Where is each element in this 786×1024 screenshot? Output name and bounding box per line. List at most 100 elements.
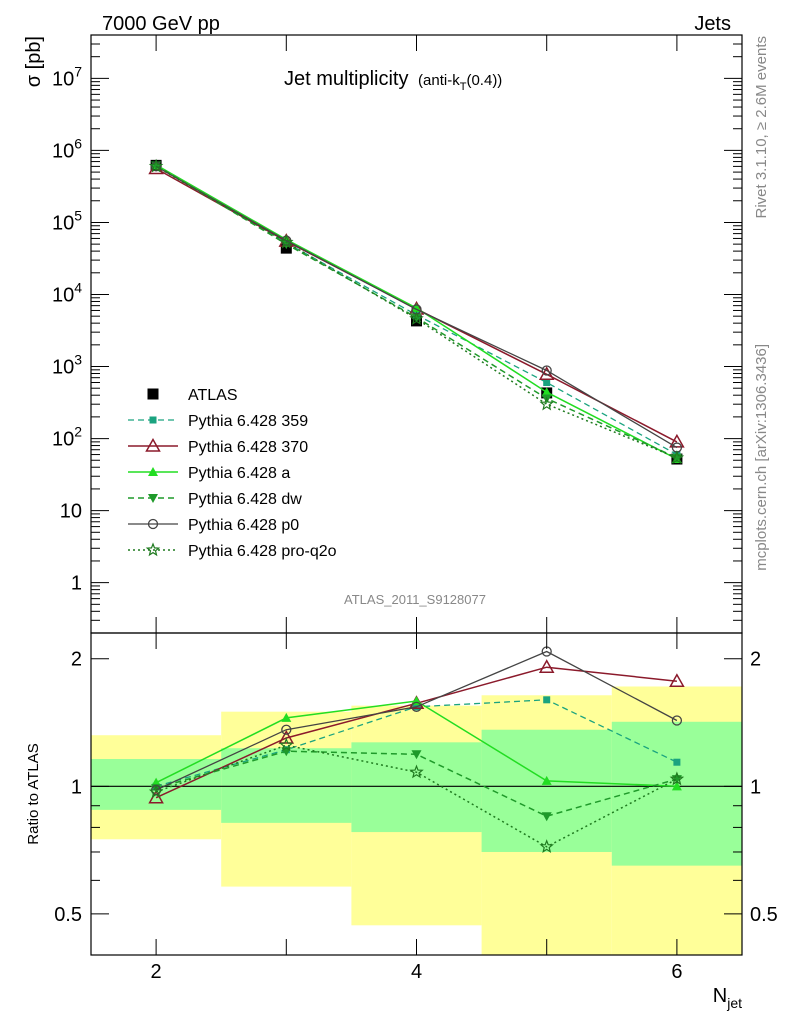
- y-tick-label: 10: [60, 501, 82, 523]
- legend-marker-pq2o: [145, 542, 161, 557]
- line-pp0: [155, 165, 678, 449]
- y-tick-base: 10: [52, 357, 74, 379]
- ratio-y-tick-label-left: 1: [71, 776, 82, 798]
- x-axis-title-main: N: [713, 985, 727, 1007]
- legend-marker-atlas: [147, 388, 159, 400]
- legend-marker-p370: [145, 437, 161, 452]
- x-tick-label: 6: [671, 961, 682, 983]
- point-pdw-2: [151, 161, 162, 171]
- y-tick-exponent: 2: [74, 424, 82, 440]
- ratio-point-pp0-6: [671, 715, 683, 726]
- point-p359-5: [543, 379, 551, 387]
- y-tick-label: 106: [52, 135, 82, 162]
- legend-marker-pa: [148, 467, 158, 476]
- y-tick-label: 104: [52, 279, 82, 306]
- ratio-point-pa-6: [671, 781, 682, 791]
- ratio-axis-title: Ratio to ATLAS: [25, 743, 42, 844]
- point-pq2o-3: [279, 234, 294, 249]
- plot-title: Jet multiplicity (anti-kT(0.4)): [284, 68, 502, 93]
- y-tick-exponent: 4: [74, 279, 82, 295]
- legend-entry-p370: Pythia 6.428 370: [128, 437, 308, 456]
- cross-section-series: [148, 158, 685, 465]
- ratio-point-pq2o-3: [279, 737, 294, 752]
- y-tick-label: 1: [71, 573, 82, 595]
- ratio-y-tick-label-right: 0.5: [750, 904, 778, 926]
- legend-entry-pp0: Pythia 6.428 p0: [128, 517, 299, 534]
- ratio-point-pq2o-5: [539, 839, 554, 854]
- legend-marker-pp0: [147, 518, 159, 530]
- y-tick-base: 10: [52, 284, 74, 306]
- ratio-point-pdw-4: [411, 750, 422, 760]
- jets-label: Jets: [694, 13, 731, 35]
- mcplots-info: mcplots.cern.ch [arXiv:1306.3436]: [753, 344, 770, 571]
- legend-label-atlas: ATLAS: [188, 387, 238, 404]
- ratio-point-pa-5: [541, 775, 552, 785]
- legend-label-p359: Pythia 6.428 359: [188, 413, 308, 430]
- ratio-point-p359-6: [673, 758, 681, 766]
- plot-title-sub-post: (0.4)): [466, 72, 502, 89]
- ratio-y-tick-label-right: 1: [750, 776, 761, 798]
- point-pa-4: [411, 302, 422, 312]
- point-pq2o-6: [669, 450, 685, 465]
- line-pq2o: [155, 165, 678, 459]
- legend-marker-pdw: [148, 494, 158, 503]
- ratio-point-pq2o-2: [148, 784, 164, 799]
- ratio-point-pdw-5: [541, 812, 552, 822]
- legend-label-p370: Pythia 6.428 370: [188, 439, 308, 456]
- y-tick-label: 107: [52, 63, 82, 90]
- inner-band-bin-5: [611, 721, 742, 866]
- legend-label-pq2o: Pythia 6.428 pro-q2o: [188, 543, 337, 560]
- energy-label: 7000 GeV pp: [102, 13, 220, 35]
- y-tick-exponent: 5: [74, 207, 82, 223]
- ratio-line-pp0: [155, 650, 678, 791]
- ratio-point-p370-3: [278, 730, 295, 744]
- ratio-point-p370-6: [669, 673, 685, 687]
- legend-label-pp0: Pythia 6.428 p0: [188, 517, 299, 534]
- point-pq2o-5: [539, 396, 554, 411]
- plot-title-sub-index: T: [460, 81, 467, 93]
- inner-band-bin-2: [221, 748, 352, 823]
- y-tick-base: 10: [52, 212, 74, 234]
- rivet-info: Rivet 3.1.10, ≥ 2.6M events: [753, 36, 770, 219]
- ratio-y-tick-label-left: 0.5: [54, 904, 82, 926]
- inner-band-bin-4: [481, 729, 612, 852]
- analysis-watermark: ATLAS_2011_S9128077: [344, 592, 486, 607]
- point-pq2o-4: [409, 311, 424, 325]
- ratio-point-pp0-3: [281, 724, 292, 735]
- y-axis-title: σ [pb]: [23, 36, 45, 87]
- ratio-y-tick-label-left: 2: [71, 649, 82, 671]
- ratio-point-pq2o-4: [409, 764, 424, 779]
- x-axis-title: Njet: [713, 985, 742, 1011]
- ratio-point-pp0-4: [411, 701, 422, 712]
- ratio-y-tick-label-right: 2: [750, 649, 761, 671]
- y-tick-exponent: 6: [74, 135, 82, 151]
- legend-label-pa: Pythia 6.428 a: [188, 465, 290, 482]
- legend-entry-pq2o: Pythia 6.428 pro-q2o: [128, 542, 337, 560]
- point-pa-5: [541, 387, 552, 397]
- legend-label-pdw: Pythia 6.428 dw: [188, 491, 302, 508]
- plot-title-main: Jet multiplicity: [284, 68, 408, 90]
- y-tick-base: 10: [52, 68, 74, 90]
- series-pq2o: [148, 158, 685, 465]
- plot-title-sub: (anti-k: [418, 72, 460, 89]
- ratio-point-pq2o-6: [669, 771, 685, 786]
- y-tick-label: 103: [52, 352, 82, 379]
- y-tick-base: 10: [52, 140, 74, 162]
- ratio-uncertainty-bands: [91, 686, 742, 955]
- x-axis-title-sub: jet: [726, 995, 742, 1011]
- legend-entry-atlas: ATLAS: [147, 387, 238, 404]
- ratio-point-p359-5: [543, 696, 551, 704]
- legend-entry-pdw: Pythia 6.428 dw: [128, 491, 302, 508]
- legend-marker-p359: [149, 416, 157, 424]
- point-pq2o-2: [148, 158, 164, 173]
- legend-entry-pa: Pythia 6.428 a: [128, 465, 290, 482]
- ratio-point-p370-5: [538, 659, 555, 673]
- y-tick-exponent: 7: [74, 63, 82, 79]
- legend: ATLAS Pythia 6.428 359 Pythia 6.428 370 Pyt…: [128, 387, 337, 560]
- x-tick-label: 2: [151, 961, 162, 983]
- ratio-pq2o: [148, 737, 685, 854]
- y-tick-base: 10: [52, 429, 74, 451]
- ratio-point-pa-3: [281, 712, 292, 722]
- ratio-series: [148, 646, 685, 854]
- legend-entry-p359: Pythia 6.428 359: [128, 413, 308, 430]
